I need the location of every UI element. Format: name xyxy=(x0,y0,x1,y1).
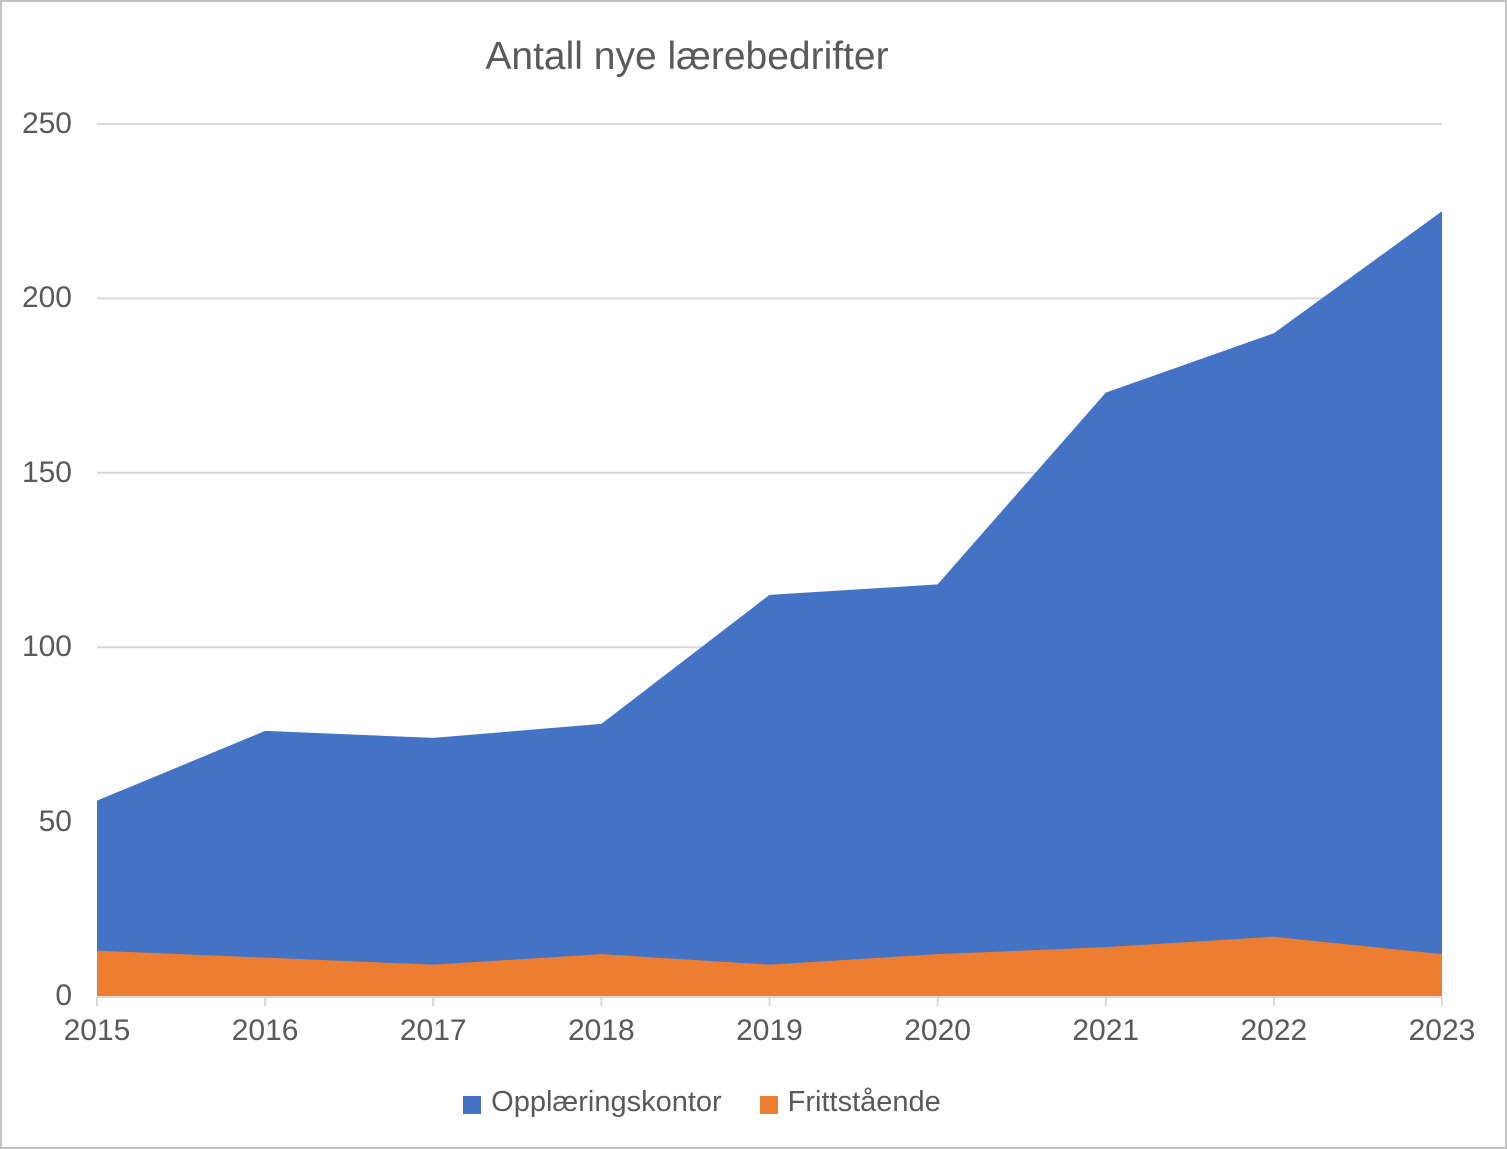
x-axis-label-2020: 2020 xyxy=(904,1014,971,1047)
x-axis-label-2023: 2023 xyxy=(1408,1014,1476,1047)
y-axis-label-100: 100 xyxy=(21,630,72,664)
x-axis-label-2015: 2015 xyxy=(63,1014,131,1047)
legend-swatch-blue-icon xyxy=(463,1095,482,1114)
x-axis-label-2017: 2017 xyxy=(399,1014,467,1047)
legend-item-opplaeringskontor: Opplæringskontor xyxy=(463,1086,722,1119)
legend-item-frittstaaende: Frittstående xyxy=(759,1086,941,1119)
x-axis-label-2018: 2018 xyxy=(568,1014,635,1047)
series-area-frittstaaende xyxy=(97,936,1442,996)
legend-label-frittstaaende: Frittstående xyxy=(787,1086,941,1118)
x-axis-label-2016: 2016 xyxy=(231,1014,299,1047)
y-axis-label-150: 150 xyxy=(21,455,72,489)
x-axis-label-2021: 2021 xyxy=(1072,1014,1140,1047)
legend: Opplæringskontor Frittstående xyxy=(2,1086,1402,1119)
y-axis-label-200: 200 xyxy=(21,281,72,315)
y-axis-label-250: 250 xyxy=(21,107,72,140)
series-area-opplaeringskontor xyxy=(97,211,1442,996)
y-axis-label-0: 0 xyxy=(55,979,72,1012)
y-axis-label-50: 50 xyxy=(38,804,72,838)
x-axis-label-2019: 2019 xyxy=(736,1014,803,1047)
chart-title: Antall nye lærebedrifter xyxy=(485,35,889,78)
legend-swatch-orange-icon xyxy=(759,1095,778,1114)
legend-label-opplaeringskontor: Opplæringskontor xyxy=(491,1086,722,1118)
x-axis-label-2022: 2022 xyxy=(1240,1014,1308,1047)
